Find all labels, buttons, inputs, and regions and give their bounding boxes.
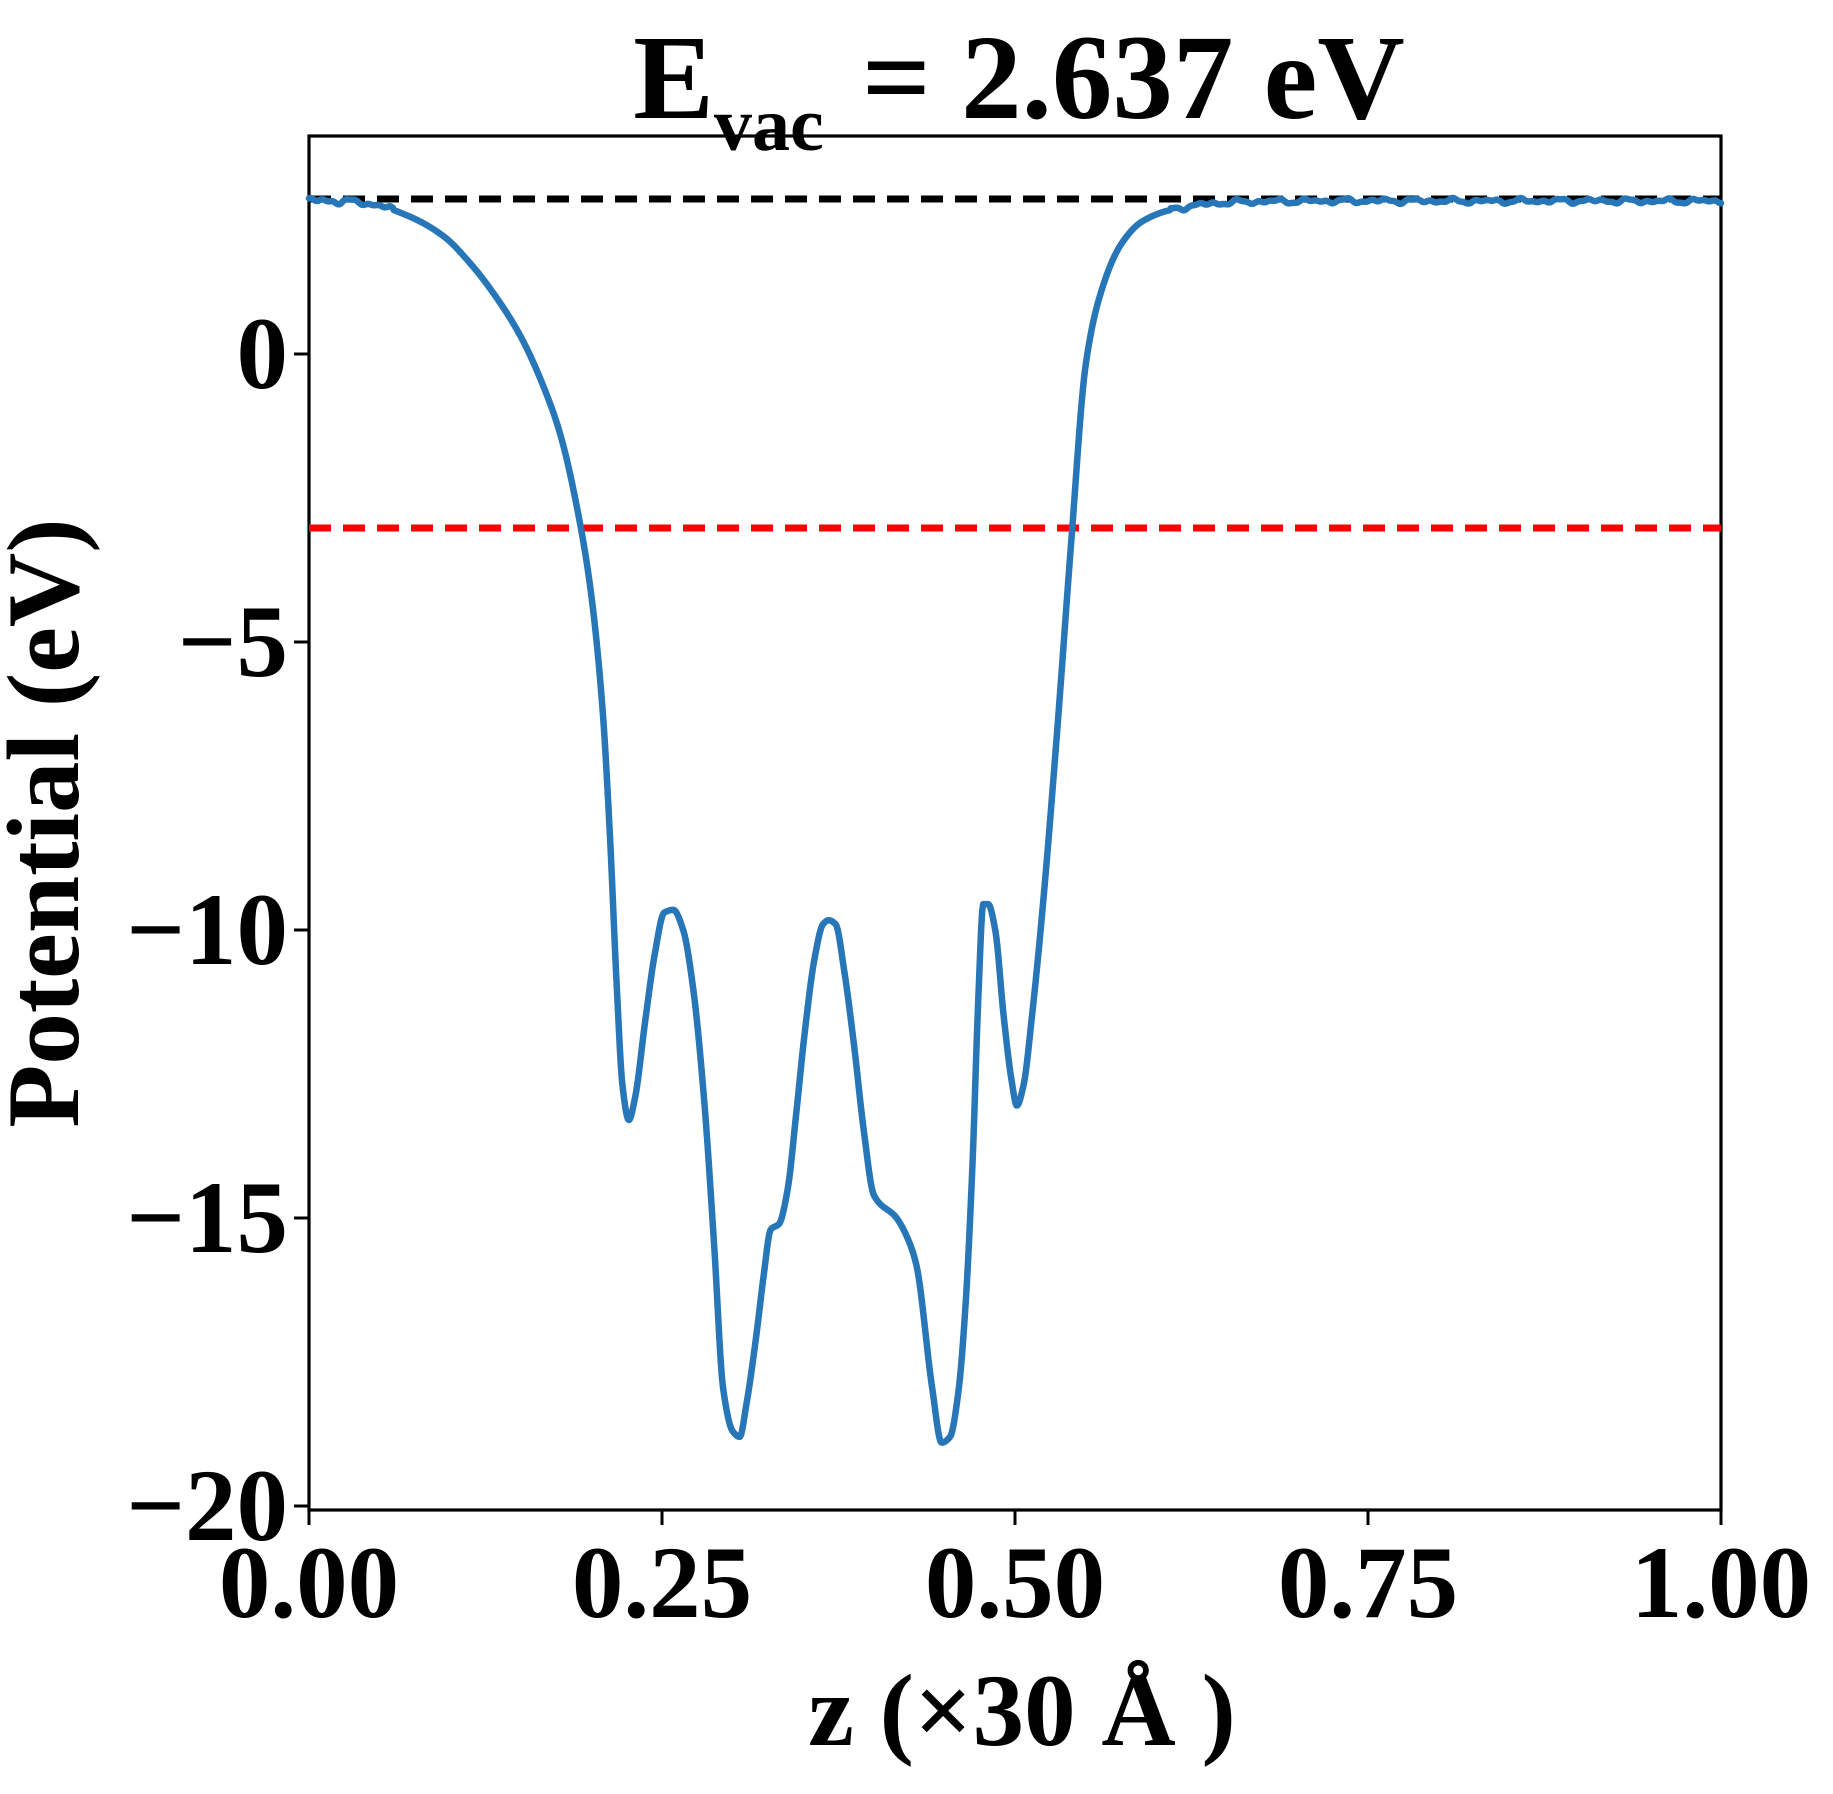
svg-text:−20: −20 (126, 1449, 288, 1563)
svg-text:0.75: 0.75 (1278, 1526, 1458, 1640)
svg-text:z (×30 Å ): z (×30 Å ) (808, 1654, 1236, 1768)
svg-text:−15: −15 (126, 1161, 288, 1275)
svg-text:Evac = 2.637 eV: Evac = 2.637 eV (633, 11, 1405, 167)
svg-text:−10: −10 (126, 873, 288, 987)
svg-text:0.50: 0.50 (925, 1526, 1105, 1640)
svg-text:0.25: 0.25 (572, 1526, 752, 1640)
svg-text:Potential (eV): Potential (eV) (0, 518, 101, 1127)
svg-text:1.00: 1.00 (1631, 1526, 1811, 1640)
svg-text:0: 0 (237, 297, 289, 411)
svg-text:−5: −5 (178, 585, 288, 699)
